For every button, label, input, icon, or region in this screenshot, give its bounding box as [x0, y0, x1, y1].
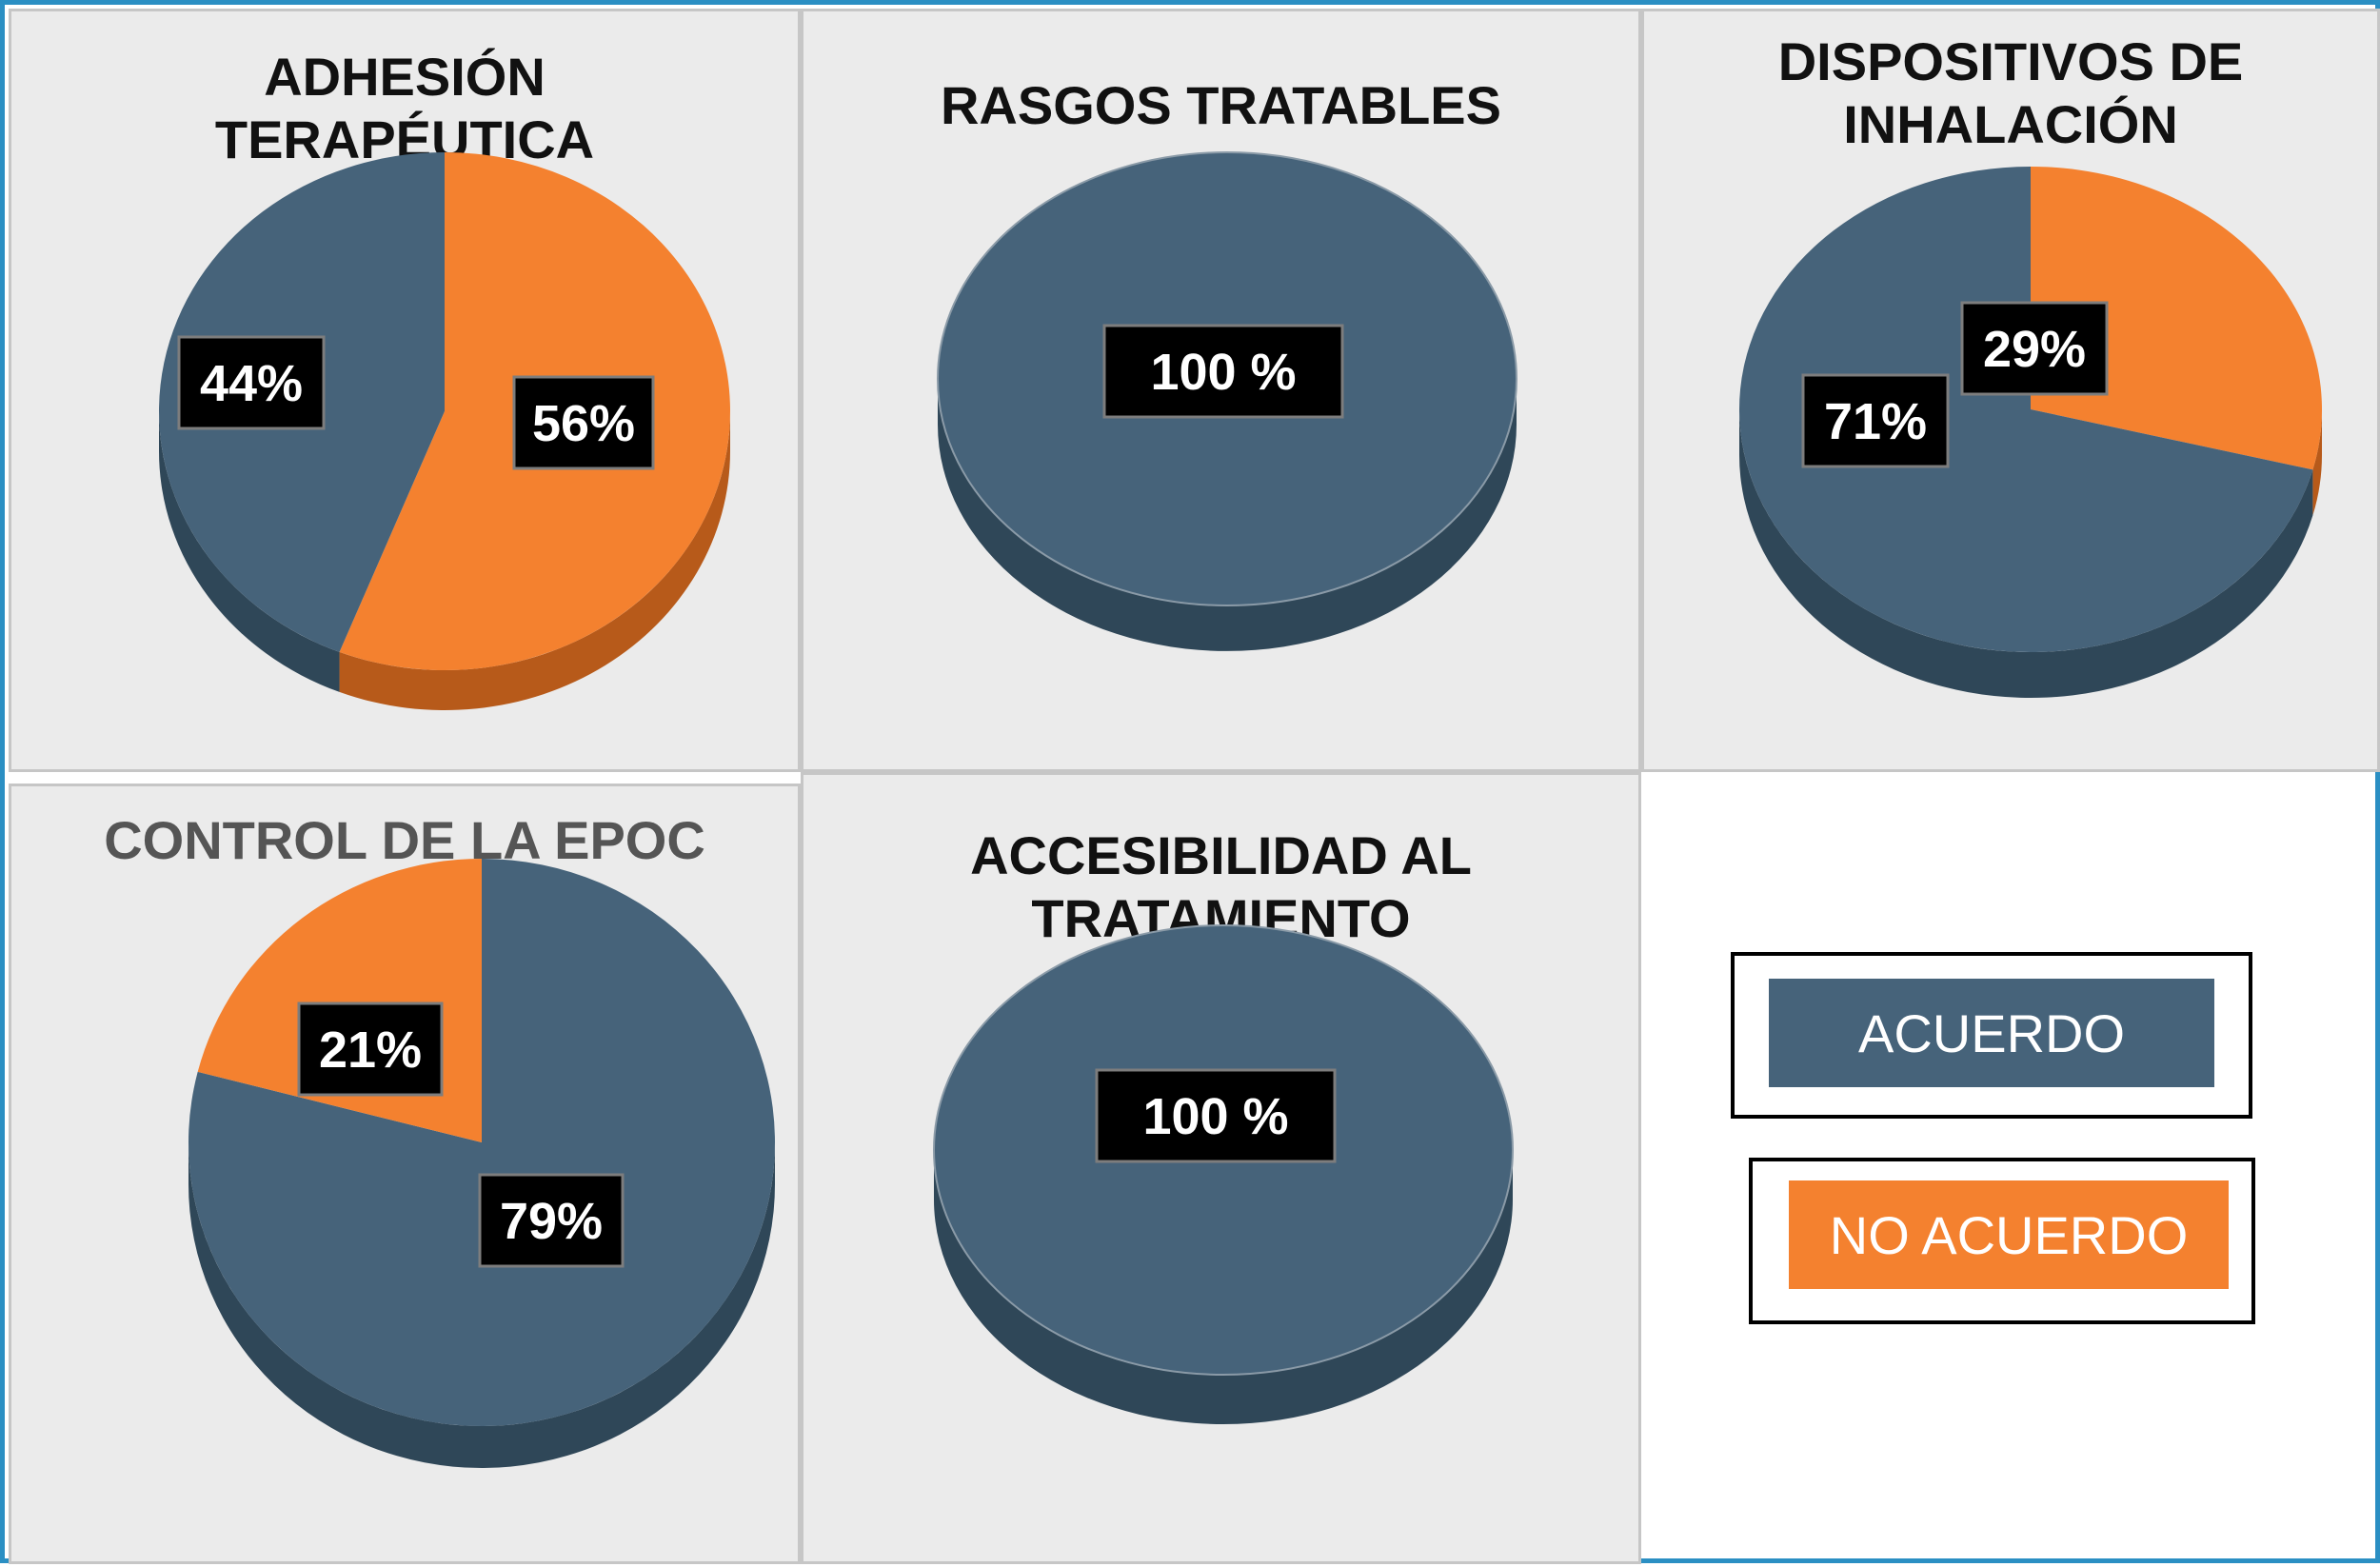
- data-label-box: [177, 335, 326, 430]
- pie-chart-adhesion: 56% 44%: [158, 152, 730, 710]
- data-label-box: [1960, 301, 2109, 396]
- data-label-text: 21%: [319, 1022, 422, 1079]
- data-label: 44%: [177, 335, 326, 430]
- data-label: 79%: [478, 1173, 625, 1268]
- pie-slice-acuerdo: [188, 859, 776, 1426]
- chart-panel-control: CONTROL DE LA EPOC 79% 21%: [9, 784, 801, 1564]
- pie-slice-side: [1739, 409, 2313, 699]
- data-label: 21%: [297, 1002, 444, 1097]
- pie-chart-control: 79% 21%: [188, 859, 776, 1468]
- chart-title: CONTROL DE LA EPOC: [104, 810, 705, 870]
- data-label: 100 %: [1095, 1068, 1337, 1163]
- pie-slice-acuerdo: [1739, 167, 2313, 653]
- pie-slice-side: [339, 411, 730, 710]
- chart-title: ACCESIBILIDAD AL TRATAMIENTO: [970, 825, 1472, 948]
- data-label: 29%: [1960, 301, 2109, 396]
- data-label-text: 79%: [500, 1193, 603, 1250]
- data-label-text: 29%: [1983, 321, 2086, 378]
- legend-swatch-no-acuerdo: NO ACUERDO: [1789, 1180, 2229, 1289]
- pie-chart-rasgos: 100 %: [937, 151, 1517, 651]
- data-label: 56%: [512, 375, 655, 470]
- data-label-text: 100 %: [1150, 344, 1296, 401]
- data-label-text: 71%: [1824, 393, 1927, 450]
- data-label-box: [1095, 1068, 1337, 1163]
- legend-label-no-acuerdo: NO ACUERDO: [1829, 1204, 2189, 1265]
- data-label-box: [512, 375, 655, 470]
- legend-item-acuerdo: ACUERDO: [1731, 952, 2252, 1119]
- pie-slice-side: [159, 411, 340, 692]
- chart-title: RASGOS TRATABLES: [940, 75, 1502, 135]
- pie-slice-side: [938, 379, 1517, 651]
- chart-title: DISPOSITIVOS DE INHALACIÓN: [1777, 31, 2244, 154]
- chart-title: ADHESIÓN TERAPÉUTICA: [214, 47, 595, 169]
- chart-panel-dispositivos: DISPOSITIVOS DE INHALACIÓN 29% 71%: [1641, 9, 2380, 772]
- data-label-text: 100 %: [1142, 1088, 1288, 1145]
- pie-chart-dispositivos: 29% 71%: [1739, 167, 2322, 699]
- chart-panel-accesibilidad: ACCESIBILIDAD AL TRATAMIENTO 100 %: [801, 772, 1641, 1564]
- pie-slice-side: [934, 1150, 1513, 1424]
- legend-swatch-acuerdo: ACUERDO: [1769, 979, 2214, 1087]
- data-label-box: [1801, 373, 1950, 468]
- data-label-box: [297, 1002, 444, 1097]
- pie-chart-accesibilidad: 100 %: [933, 924, 1514, 1424]
- chart-panel-adhesion: ADHESIÓN TERAPÉUTICA 56% 44%: [9, 9, 801, 772]
- legend-item-no-acuerdo: NO ACUERDO: [1749, 1158, 2255, 1324]
- data-label-text: 56%: [532, 395, 635, 452]
- pie-slice-side: [2312, 409, 2322, 516]
- data-label: 71%: [1801, 373, 1950, 468]
- legend-label-acuerdo: ACUERDO: [1857, 1002, 2126, 1063]
- data-label: 100 %: [1102, 324, 1344, 419]
- data-label-box: [478, 1173, 625, 1268]
- data-label-box: [1102, 324, 1344, 419]
- data-label-text: 44%: [200, 355, 303, 412]
- chart-panel-rasgos: RASGOS TRATABLES 100 %: [801, 9, 1641, 772]
